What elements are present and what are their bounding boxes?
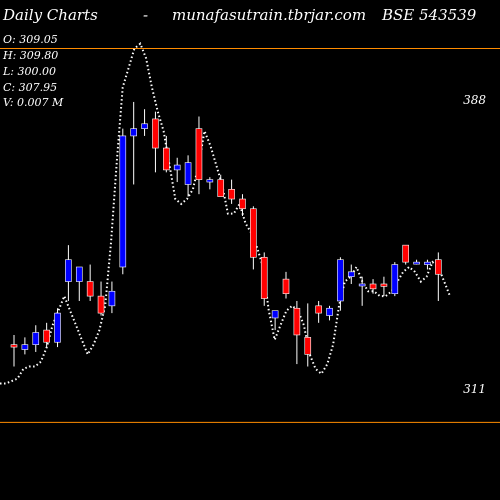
candle-body-9 [108, 290, 116, 307]
candle-body-0 [10, 344, 18, 348]
candle-body-3 [43, 329, 50, 343]
candle-body-6 [75, 266, 83, 282]
candle-body-1 [21, 344, 29, 350]
open-value: O: 309.05 [3, 33, 58, 46]
close-value: C: 307.95 [3, 81, 58, 94]
candle-body-25 [282, 278, 290, 294]
chart-title: Daily Charts [3, 6, 98, 24]
candle-body-16 [184, 162, 192, 185]
low-value: L: 300.00 [3, 65, 56, 78]
candle-body-23 [260, 256, 268, 299]
level-label-lower: 311 [463, 382, 486, 396]
candle-body-30 [337, 259, 344, 302]
candle-body-17 [195, 128, 203, 180]
overlay-line [0, 42, 451, 385]
candle-body-20 [228, 189, 235, 200]
volume-value: V: 0.007 M [3, 96, 64, 109]
candle-body-36 [402, 244, 409, 263]
symbol-name: BSE 543539 [382, 6, 477, 24]
candle-body-27 [304, 337, 312, 355]
candle-body-18 [206, 179, 214, 183]
candle-body-32 [358, 283, 366, 287]
title-separator: - [143, 6, 149, 24]
candle-body-11 [130, 128, 137, 137]
level-label-upper: 388 [463, 93, 486, 107]
candle-body-39 [435, 259, 442, 275]
candle-body-13 [152, 118, 159, 149]
site-name: munafasutrain.tbrjar.com [172, 6, 367, 24]
candle-body-4 [54, 312, 61, 343]
candle-body-10 [119, 135, 127, 268]
candle-body-24 [271, 310, 279, 319]
high-value: H: 309.80 [3, 49, 59, 62]
candle-body-26 [293, 307, 301, 336]
candle-body-34 [380, 283, 388, 287]
candle-body-35 [391, 264, 399, 294]
candle-body-29 [326, 307, 333, 316]
candle-body-33 [369, 283, 377, 290]
candle-body-12 [141, 123, 148, 129]
candle-body-37 [413, 261, 420, 265]
candle-body-22 [250, 208, 257, 258]
candle-body-21 [239, 198, 246, 210]
candle-body-14 [163, 147, 170, 171]
candle-body-7 [86, 281, 94, 297]
candle-body-38 [424, 261, 431, 265]
candle-body-2 [32, 332, 40, 345]
candle-body-28 [315, 305, 322, 314]
candle-body-19 [217, 179, 225, 197]
candle-body-15 [173, 164, 181, 171]
candle-body-5 [65, 259, 72, 282]
candle-body-31 [347, 271, 355, 277]
candle-body-8 [97, 295, 105, 314]
